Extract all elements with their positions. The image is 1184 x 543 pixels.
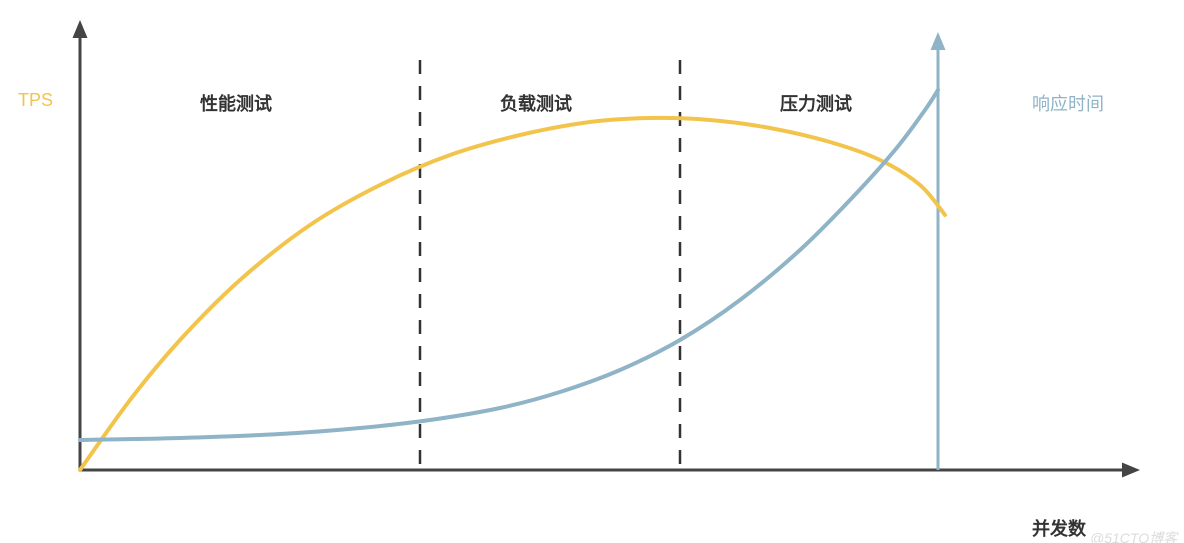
region-label-stress: 压力测试 bbox=[780, 90, 852, 116]
response-time-curve bbox=[80, 90, 938, 440]
x-axis-label: 并发数 bbox=[1032, 515, 1086, 541]
response-time-axis-label: 响应时间 bbox=[1032, 90, 1104, 116]
watermark-text: @51CTO博客 bbox=[1090, 528, 1177, 543]
tps-axis-label: TPS bbox=[18, 90, 53, 111]
region-label-performance: 性能测试 bbox=[200, 90, 272, 116]
region-label-load: 负载测试 bbox=[500, 90, 572, 116]
performance-chart bbox=[0, 0, 1184, 543]
tps-curve bbox=[80, 118, 945, 470]
